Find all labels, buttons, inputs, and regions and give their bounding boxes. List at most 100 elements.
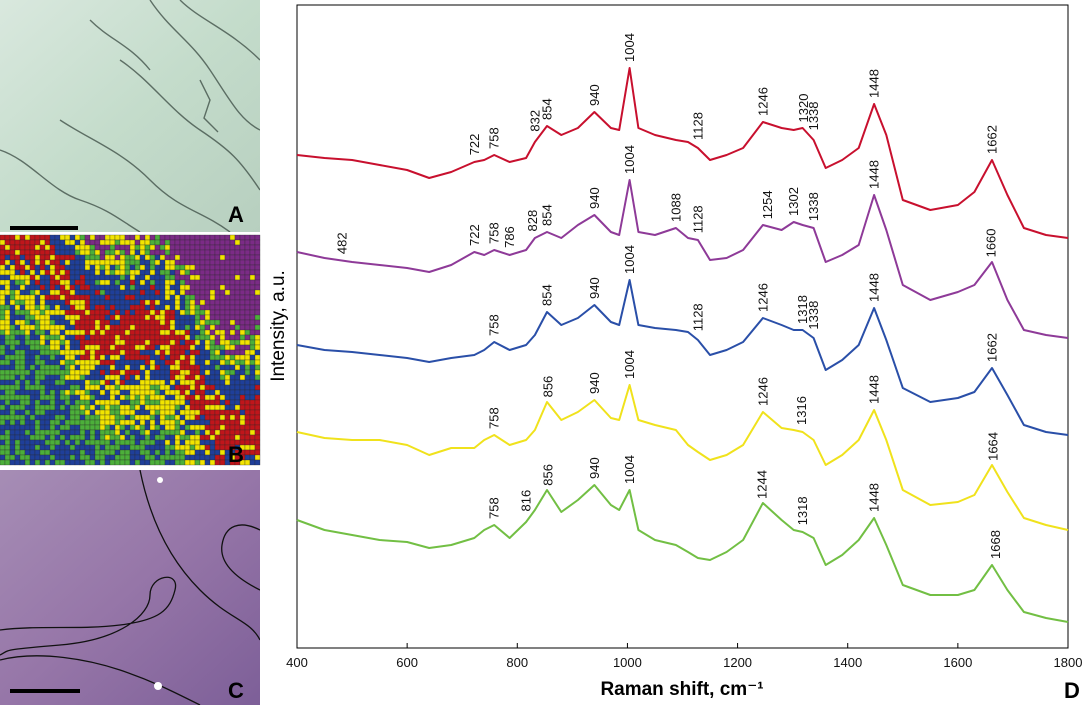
map-cell <box>69 419 76 426</box>
map-cell <box>89 239 96 246</box>
map-cell <box>74 254 81 261</box>
map-cell <box>54 389 61 396</box>
map-cell <box>59 299 66 306</box>
peak-label: 1448 <box>867 69 882 98</box>
map-cell <box>54 434 61 441</box>
map-cell <box>224 279 231 286</box>
map-cell <box>219 329 226 336</box>
map-cell <box>214 439 221 446</box>
map-cell <box>39 454 46 461</box>
map-cell <box>254 399 261 406</box>
map-cell <box>194 244 201 251</box>
x-tick-label: 400 <box>286 655 308 670</box>
map-cell <box>4 359 11 366</box>
map-cell <box>229 269 236 276</box>
map-cell <box>189 239 196 246</box>
map-cell <box>214 249 221 256</box>
map-cell <box>39 339 46 346</box>
map-cell <box>34 439 41 446</box>
map-cell <box>4 374 11 381</box>
map-cell <box>164 429 171 436</box>
map-cell <box>24 339 31 346</box>
map-cell <box>4 444 11 451</box>
map-cell <box>99 304 106 311</box>
peak-label: 1128 <box>690 303 705 331</box>
map-cell <box>159 399 166 406</box>
map-cell <box>209 284 216 291</box>
map-cell <box>34 379 41 386</box>
map-cell <box>144 294 151 301</box>
map-cell <box>194 414 201 421</box>
map-cell <box>254 429 261 436</box>
map-cell <box>0 339 6 346</box>
map-cell <box>134 244 141 251</box>
map-cell <box>59 444 66 451</box>
map-cell <box>154 264 161 271</box>
map-cell <box>79 414 86 421</box>
map-cell <box>224 324 231 331</box>
map-cell <box>79 379 86 386</box>
map-cell <box>239 349 246 356</box>
map-cell <box>54 234 61 241</box>
map-cell <box>119 364 126 371</box>
map-cell <box>219 324 226 331</box>
map-cell <box>194 274 201 281</box>
map-cell <box>64 334 71 341</box>
map-cell <box>54 254 61 261</box>
map-cell <box>214 459 221 466</box>
map-cell <box>189 459 196 466</box>
map-cell <box>204 324 211 331</box>
map-cell <box>204 379 211 386</box>
map-cell <box>24 414 31 421</box>
map-cell <box>159 304 166 311</box>
map-cell <box>174 329 181 336</box>
map-cell <box>159 324 166 331</box>
map-cell <box>34 364 41 371</box>
map-cell <box>204 434 211 441</box>
map-cell <box>199 404 206 411</box>
map-cell <box>54 449 61 456</box>
map-cell <box>84 424 91 431</box>
map-cell <box>109 404 116 411</box>
map-cell <box>194 379 201 386</box>
map-cell <box>69 359 76 366</box>
map-cell <box>184 434 191 441</box>
map-cell <box>219 399 226 406</box>
map-cell <box>44 269 51 276</box>
map-cell <box>204 294 211 301</box>
map-cell <box>139 309 146 316</box>
map-cell <box>99 319 106 326</box>
map-cell <box>109 249 116 256</box>
map-cell <box>229 429 236 436</box>
map-cell <box>74 429 81 436</box>
map-cell <box>89 254 96 261</box>
map-cell <box>244 274 251 281</box>
map-cell <box>139 299 146 306</box>
map-cell <box>0 404 6 411</box>
map-cell <box>0 324 6 331</box>
map-cell <box>89 334 96 341</box>
map-cell <box>154 259 161 266</box>
map-cell <box>39 334 46 341</box>
map-cell <box>4 329 11 336</box>
map-cell <box>9 274 16 281</box>
map-cell <box>129 369 136 376</box>
map-cell <box>59 314 66 321</box>
map-cell <box>124 334 131 341</box>
map-cell <box>39 424 46 431</box>
map-cell <box>59 264 66 271</box>
map-cell <box>204 339 211 346</box>
map-cell <box>79 279 86 286</box>
map-cell <box>239 409 246 416</box>
map-cell <box>199 399 206 406</box>
map-cell <box>89 444 96 451</box>
map-cell <box>14 364 21 371</box>
map-cell <box>154 369 161 376</box>
map-cell <box>119 359 126 366</box>
map-cell <box>254 324 261 331</box>
map-cell <box>159 329 166 336</box>
map-cell <box>199 454 206 461</box>
map-cell <box>104 264 111 271</box>
map-cell <box>244 439 251 446</box>
map-cell <box>9 399 16 406</box>
